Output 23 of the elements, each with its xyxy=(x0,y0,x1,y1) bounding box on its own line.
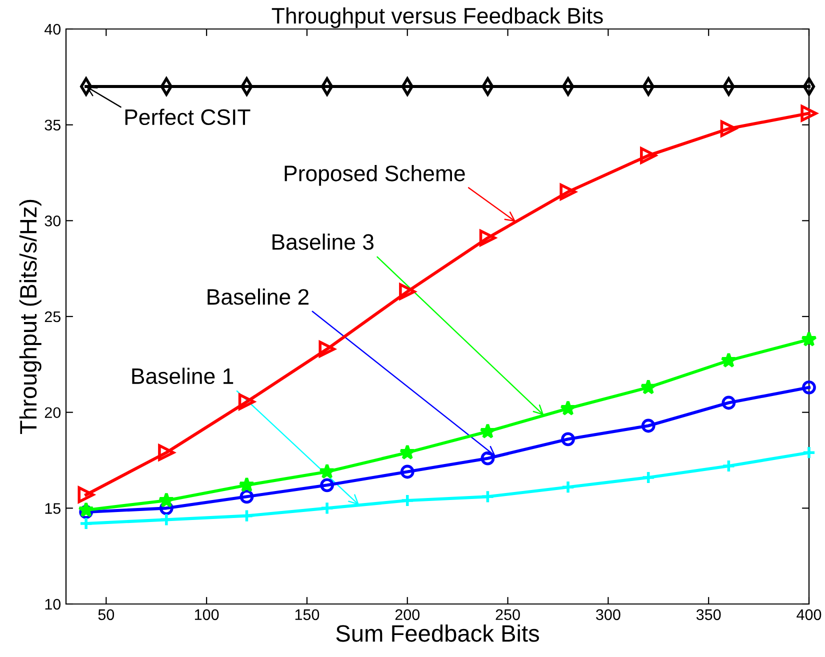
x-tick-label: 250 xyxy=(496,609,520,620)
x-tick-label: 200 xyxy=(395,609,420,620)
y-tick-label: 10 xyxy=(45,598,61,610)
y-tick-label: 30 xyxy=(44,216,61,226)
x-tick-label: 400 xyxy=(796,609,822,620)
x-tick-label: 50 xyxy=(98,609,114,620)
legend-label: Perfect CSIT xyxy=(125,108,250,126)
x-tick-label: 300 xyxy=(596,609,620,620)
y-tick-label: 20 xyxy=(44,407,61,418)
x-tick-label: 100 xyxy=(194,609,219,620)
x-tick-label: 350 xyxy=(696,609,721,620)
y-tick-label: 25 xyxy=(44,311,60,322)
chart-title: Throughput versus Feedback Bits xyxy=(272,7,603,28)
y-tick-label: 40 xyxy=(44,24,61,35)
y-axis-title: Throughput (Bits/s/Hz) xyxy=(19,200,42,434)
text: Baseline 2 xyxy=(208,288,309,305)
y-tick-label: 15 xyxy=(45,503,60,514)
x-tick-label: 150 xyxy=(295,609,320,620)
text: Baseline 1 xyxy=(132,368,234,384)
text: Baseline 3 xyxy=(272,234,374,250)
x-axis-title: Sum Feedback Bits xyxy=(336,624,540,642)
text: Proposed Scheme xyxy=(284,164,465,186)
y-tick-label: 35 xyxy=(44,120,60,131)
